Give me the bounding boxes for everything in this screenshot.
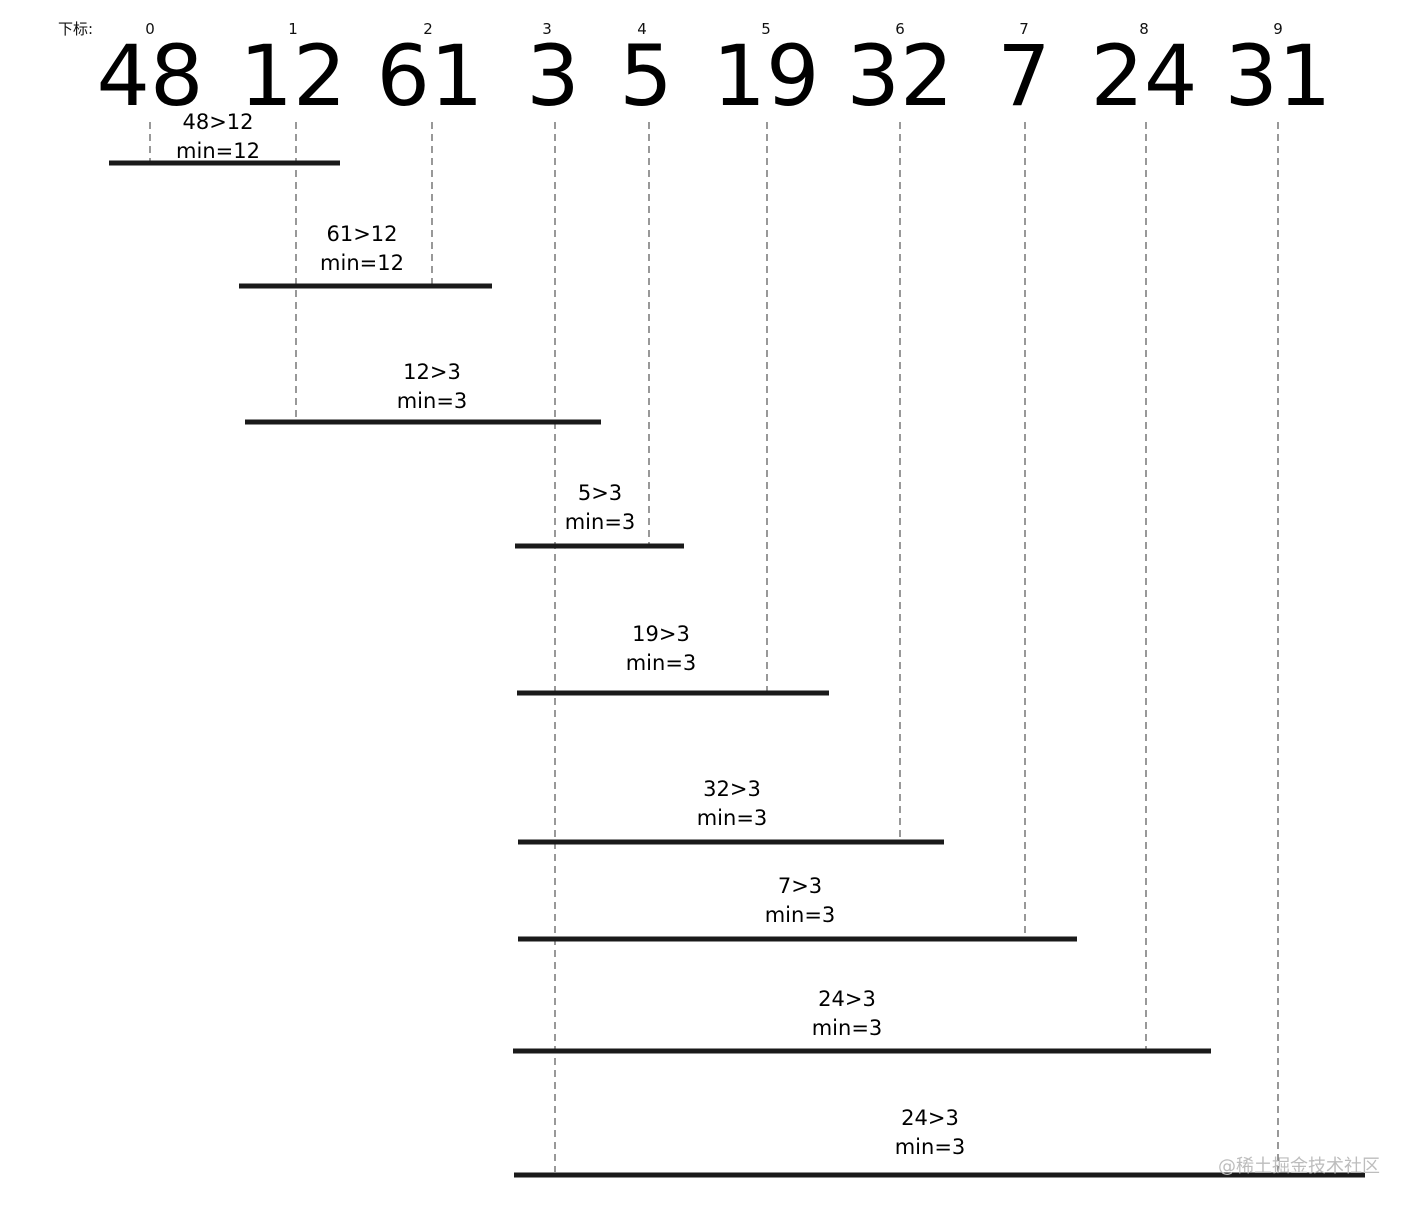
dashed-guide-lines <box>149 122 1279 1172</box>
comparison-steps: 48>12min=1261>12min=1212>3min=35>3min=31… <box>109 110 1365 1178</box>
step-8: 24>3 min=3 <box>513 987 1211 1054</box>
array-index-9: 9 <box>1273 20 1283 38</box>
min-result-text: min=3 <box>626 651 697 675</box>
array-value-2: 61 <box>377 27 484 125</box>
comparison-text: 19>3 <box>632 622 690 646</box>
min-result-text: min=3 <box>895 1135 966 1159</box>
min-result-text: min=3 <box>812 1016 883 1040</box>
index-label: 下标: <box>58 20 93 38</box>
step-1: 48>12 min=12 <box>109 110 340 166</box>
step-6: 32>3 min=3 <box>518 777 944 845</box>
array-index-3: 3 <box>542 20 552 38</box>
array-value-0: 48 <box>97 27 204 125</box>
array-index-0: 0 <box>145 20 155 38</box>
array-index-8: 8 <box>1139 20 1149 38</box>
min-result-text: min=3 <box>697 806 768 830</box>
index-row: 0 1 2 3 4 5 6 7 8 9 <box>145 20 1283 38</box>
array-value-6: 32 <box>847 27 954 125</box>
step-4: 5>3 min=3 <box>515 481 684 549</box>
array-value-1: 12 <box>240 27 347 125</box>
array-value-4: 5 <box>619 27 672 125</box>
array-value-8: 24 <box>1091 27 1198 125</box>
step-3: 12>3 min=3 <box>245 360 601 425</box>
min-result-text: min=12 <box>320 251 404 275</box>
array-index-5: 5 <box>761 20 771 38</box>
array-values: 48 12 61 3 5 19 32 7 24 31 <box>97 27 1332 125</box>
array-value-3: 3 <box>526 27 579 125</box>
array-index-6: 6 <box>895 20 905 38</box>
comparison-text: 32>3 <box>703 777 761 801</box>
array-value-5: 19 <box>713 27 820 125</box>
comparison-text: 24>3 <box>818 987 876 1011</box>
array-index-7: 7 <box>1019 20 1029 38</box>
min-result-text: min=3 <box>397 389 468 413</box>
comparison-text: 24>3 <box>901 1106 959 1130</box>
step-7: 7>3 min=3 <box>518 874 1077 942</box>
array-index-2: 2 <box>423 20 433 38</box>
step-9: 24>3 min=3 <box>514 1106 1365 1178</box>
comparison-text: 48>12 <box>182 110 253 134</box>
comparison-text: 5>3 <box>578 481 622 505</box>
comparison-text: 12>3 <box>403 360 461 384</box>
comparison-text: 7>3 <box>778 874 822 898</box>
step-2: 61>12 min=12 <box>239 222 492 289</box>
array-value-7: 7 <box>997 27 1050 125</box>
array-value-9: 31 <box>1225 27 1332 125</box>
min-result-text: min=12 <box>176 139 260 163</box>
array-index-4: 4 <box>637 20 647 38</box>
array-index-1: 1 <box>288 20 298 38</box>
comparison-text: 61>12 <box>326 222 397 246</box>
min-result-text: min=3 <box>765 903 836 927</box>
min-result-text: min=3 <box>565 510 636 534</box>
step-5: 19>3 min=3 <box>517 622 829 696</box>
watermark: @稀土掘金技术社区 <box>1218 1156 1380 1177</box>
